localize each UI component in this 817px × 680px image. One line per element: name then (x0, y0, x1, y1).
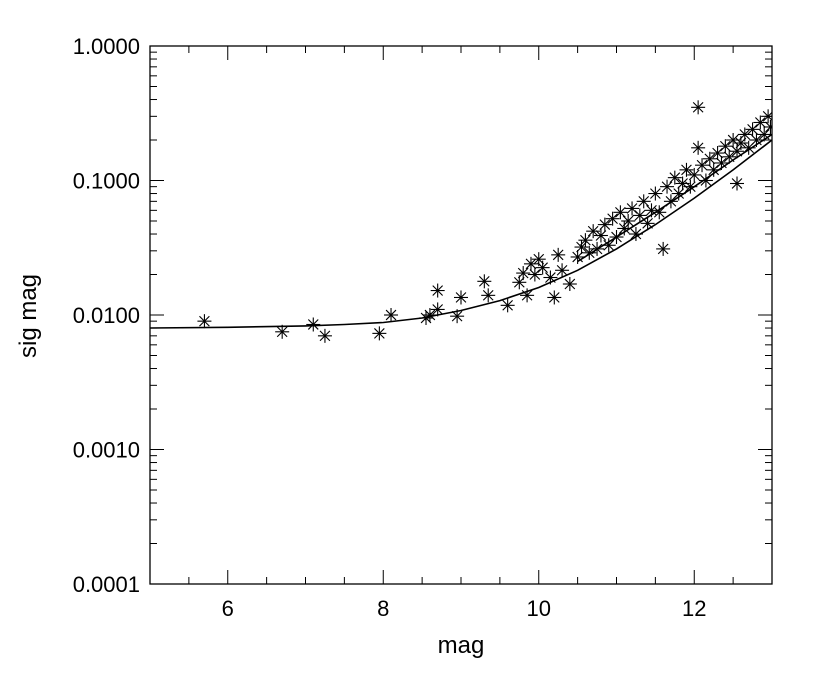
data-point (593, 228, 608, 243)
data-point (419, 310, 434, 325)
data-point (660, 179, 675, 194)
data-point (733, 136, 748, 151)
data-point (718, 139, 733, 154)
data-point (523, 256, 538, 271)
data-point (582, 245, 597, 260)
data-point (555, 263, 570, 278)
data-point (430, 302, 445, 317)
x-axis-ticks: 6 8 10 12 (149, 46, 773, 621)
data-point (695, 158, 710, 173)
data-point (691, 100, 706, 115)
data-layer (150, 100, 772, 343)
data-point (667, 170, 682, 185)
x-tick-label: 6 (222, 596, 234, 621)
data-point (679, 162, 694, 177)
data-point (763, 119, 772, 134)
data-point (640, 216, 655, 231)
data-point (737, 127, 752, 142)
data-point (652, 205, 667, 220)
y-tick-label: 1.0000 (73, 34, 140, 59)
data-point (710, 146, 725, 161)
data-point (757, 127, 772, 142)
data-point (745, 122, 760, 137)
data-point (621, 213, 636, 228)
y-tick-label: 0.1000 (73, 169, 140, 194)
data-point (590, 241, 605, 256)
data-point (722, 149, 737, 164)
data-point (481, 288, 496, 303)
data-point (547, 290, 562, 305)
data-point (500, 298, 515, 313)
data-point (648, 186, 663, 201)
data-point (671, 186, 686, 201)
model-curve (150, 139, 772, 329)
plot-area (149, 45, 773, 585)
plot-frame (149, 45, 773, 585)
data-point (683, 179, 698, 194)
data-point (450, 309, 465, 324)
data-point (613, 205, 628, 220)
x-axis-label: mag (438, 632, 485, 659)
data-point (656, 241, 671, 256)
data-point (578, 233, 593, 248)
data-point (275, 324, 290, 339)
data-point (422, 308, 437, 322)
data-point (477, 274, 492, 289)
data-point (636, 194, 651, 209)
y-axis-ticks: 0.0001 0.0010 0.0100 0.1000 1.0000 (73, 34, 772, 597)
data-point (632, 208, 647, 223)
data-point (706, 162, 721, 177)
data-point (306, 317, 321, 332)
data-point (617, 221, 632, 236)
data-point (527, 267, 542, 282)
y-tick-label: 0.0001 (73, 572, 140, 597)
data-point (698, 173, 713, 188)
data-point (551, 247, 566, 262)
data-point (691, 140, 706, 155)
data-point (317, 328, 332, 343)
data-point (687, 167, 702, 182)
model-curve (577, 133, 772, 263)
data-point (597, 217, 612, 232)
data-point (730, 176, 745, 191)
data-point (516, 266, 531, 281)
x-tick-label: 10 (527, 596, 551, 621)
data-point (535, 260, 550, 275)
data-point (197, 314, 212, 329)
data-point (454, 290, 468, 305)
data-point (520, 288, 535, 303)
y-tick-label: 0.0010 (73, 438, 140, 463)
data-point (586, 224, 601, 239)
data-point (609, 230, 624, 245)
data-point (430, 283, 445, 298)
data-point (753, 115, 768, 130)
data-point (543, 270, 558, 285)
data-point (372, 326, 387, 341)
data-point (628, 227, 643, 242)
data-point (749, 133, 764, 148)
data-point (714, 155, 729, 170)
data-point (702, 151, 717, 166)
data-point (574, 240, 589, 255)
data-point (570, 249, 585, 264)
data-point (562, 277, 577, 292)
y-tick-label: 0.0100 (73, 303, 140, 328)
data-point (605, 211, 620, 226)
y-axis-label: sig mag (15, 274, 42, 358)
x-tick-label: 8 (377, 596, 389, 621)
data-point (384, 308, 399, 322)
x-tick-label: 12 (682, 596, 706, 621)
data-point (644, 203, 659, 218)
